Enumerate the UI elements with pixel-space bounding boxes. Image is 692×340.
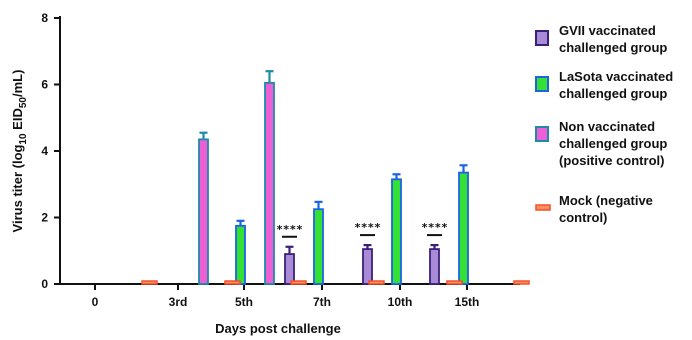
x-tick-label: 5th: [235, 295, 253, 309]
y-tick-label: 0: [41, 277, 48, 291]
legend-label-0-0: GVII vaccinated: [559, 23, 656, 38]
x-tick-label: 7th: [313, 295, 331, 309]
y-axis-label-sub2: 50: [18, 97, 29, 109]
legend-swatch-1: [535, 76, 549, 92]
significance-marker-15th: ****: [421, 221, 448, 234]
y-axis-label-main: Virus titer (log: [10, 145, 25, 233]
legend-label-1-1: challenged group: [559, 86, 667, 101]
legend-swatch-3: [535, 204, 551, 211]
legend-label-2-0: Non vaccinated: [559, 119, 655, 134]
legend-label-3-1: control): [559, 210, 607, 225]
significance-marker-7th: ****: [276, 223, 303, 236]
y-axis-label-sub: 10: [18, 133, 29, 145]
bar-mock-15th: [513, 280, 530, 285]
legend-swatch-0: [535, 30, 549, 46]
x-tick-label: 10th: [388, 295, 413, 309]
bar-series-1-7th: [313, 208, 324, 285]
legend-label-0-1: challenged group: [559, 40, 667, 55]
bar-mock-5th: [290, 280, 307, 285]
x-tick-label: 0: [92, 295, 99, 309]
bar-series-1-15th: [458, 171, 469, 285]
x-tick-label: 15th: [455, 295, 480, 309]
x-axis-label: Days post challenge: [215, 321, 341, 336]
bar-series-2-5th: [264, 81, 275, 285]
y-tick-label: 4: [41, 144, 48, 158]
x-tick-label: 3rd: [169, 295, 188, 309]
significance-marker-10th: ****: [354, 221, 381, 234]
bar-mock-0: [141, 280, 158, 285]
y-tick-label: 2: [41, 211, 48, 225]
legend-label-3-0: Mock (negative: [559, 193, 653, 208]
bar-mock-10th: [446, 280, 463, 285]
bar-mock-3rd: [224, 280, 241, 285]
bar-series-2-3rd: [198, 138, 209, 285]
legend-swatch-2: [535, 126, 549, 142]
bar-series-1-5th: [235, 224, 246, 285]
bar-series-0-7th: [284, 253, 295, 285]
bar-series-0-15th: [429, 248, 440, 285]
y-axis-label-end: /mL): [10, 70, 25, 97]
legend-label-2-1: challenged group: [559, 136, 667, 151]
legend-label-1-0: LaSota vaccinated: [559, 69, 673, 84]
y-tick-label: 6: [41, 78, 48, 92]
y-axis-label: Virus titer (log10 EID50/mL): [10, 70, 29, 233]
y-tick-label: 8: [41, 11, 48, 25]
bar-series-1-10th: [391, 178, 402, 285]
legend-label-2-2: (positive control): [559, 153, 664, 168]
bar-series-0-10th: [362, 248, 373, 285]
y-axis-label-mid: EID: [10, 108, 25, 133]
bar-mock-7th: [368, 280, 385, 285]
